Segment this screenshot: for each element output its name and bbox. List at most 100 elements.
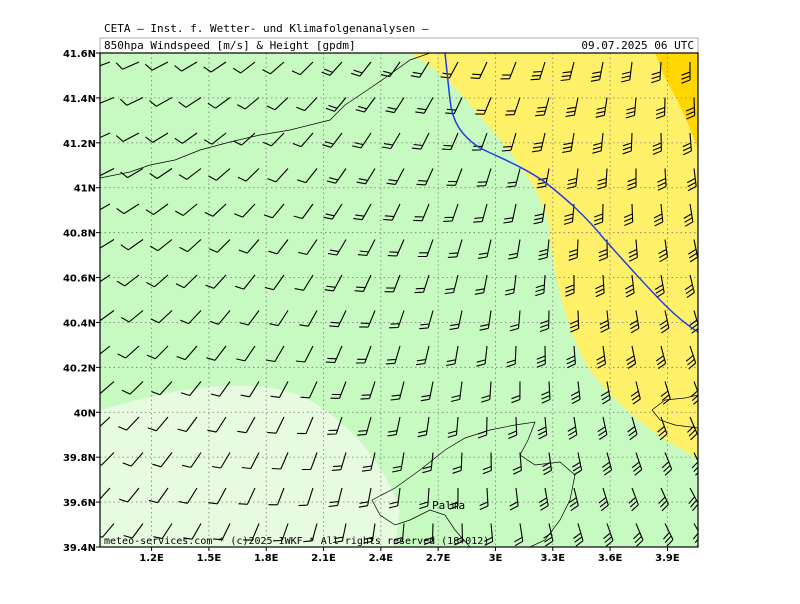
wind-barb	[355, 97, 376, 113]
wind-barb	[443, 203, 459, 222]
y-tick-label: 40.4N	[63, 318, 96, 329]
wind-barb	[598, 239, 608, 262]
wind-barb	[148, 487, 169, 504]
wind-barb	[100, 381, 115, 394]
wind-barb	[597, 416, 608, 440]
wind-barb	[625, 97, 637, 119]
wind-barb	[532, 132, 546, 153]
wind-barb	[145, 132, 169, 143]
wind-barb	[321, 61, 343, 76]
wind-barb	[149, 239, 173, 252]
wind-barb	[203, 61, 227, 73]
wind-barb	[688, 239, 698, 263]
wind-barb	[452, 452, 463, 474]
wind-barb	[359, 310, 376, 328]
place-label: Palma	[432, 499, 465, 512]
wind-barb	[660, 381, 671, 405]
y-tick-label: 39.4N	[63, 543, 96, 554]
wind-barb	[473, 203, 488, 223]
wind-barb	[477, 239, 492, 259]
y-tick-label: 41N	[74, 184, 96, 195]
wind-barb	[393, 523, 405, 545]
wind-barb	[538, 487, 549, 511]
wind-barb	[476, 345, 488, 367]
wind-barb	[387, 239, 405, 257]
wind-barb	[687, 416, 698, 441]
wind-barb	[360, 381, 376, 400]
wind-barb	[662, 523, 674, 547]
wind-barb	[658, 487, 669, 512]
wind-barb	[301, 452, 318, 471]
wind-barb	[116, 203, 140, 215]
wind-barb	[211, 452, 231, 469]
wind-barb	[622, 132, 633, 155]
wind-barb	[481, 381, 492, 403]
wind-barb	[601, 452, 613, 476]
wind-barb	[294, 274, 314, 291]
wind-barb	[597, 168, 608, 190]
wind-barb	[269, 310, 289, 327]
wind-barb	[655, 97, 666, 120]
wind-barb	[566, 345, 576, 369]
wind-barb	[361, 452, 376, 472]
wind-barb	[390, 381, 405, 401]
wind-barb	[119, 487, 140, 503]
region-light	[100, 385, 400, 547]
wind-barb	[620, 61, 633, 83]
wind-barb	[266, 97, 289, 111]
wind-barb	[568, 239, 579, 261]
wind-barb	[627, 416, 638, 441]
wind-barb	[682, 132, 692, 156]
wind-barb	[233, 132, 256, 146]
wind-barb	[500, 61, 517, 80]
wind-barb	[238, 239, 260, 254]
wind-barb	[512, 452, 522, 475]
wind-barb	[203, 132, 227, 145]
wind-barb	[150, 310, 173, 324]
wind-barb	[357, 416, 372, 436]
wind-barb	[627, 168, 637, 191]
wind-barb	[176, 345, 198, 361]
wind-barb	[174, 132, 198, 144]
wind-barb	[387, 416, 401, 437]
wind-barb	[299, 310, 318, 327]
wind-barb	[329, 310, 347, 328]
wind-barb	[354, 274, 372, 292]
wind-barb	[447, 416, 459, 438]
wind-barb	[657, 416, 668, 441]
wind-barb	[654, 274, 665, 298]
wind-barb	[593, 203, 604, 226]
wind-barb	[355, 345, 372, 364]
wind-barb	[422, 452, 434, 474]
wind-barb	[476, 168, 492, 187]
wind-barb	[511, 381, 521, 404]
wind-barb	[685, 345, 697, 370]
wind-barb	[537, 416, 548, 440]
wind-barb	[414, 274, 430, 294]
x-tick-label: 3.6E	[598, 553, 623, 564]
wind-barb	[146, 345, 169, 360]
wind-barb	[484, 523, 494, 546]
wind-barb	[265, 345, 285, 363]
wind-barb	[291, 61, 314, 76]
wind-barb	[565, 97, 579, 118]
wind-barb	[292, 132, 314, 148]
x-tick-label: 2.1E	[311, 553, 336, 564]
wind-barb	[322, 132, 343, 148]
wind-barb	[628, 239, 638, 262]
wind-barb	[268, 239, 289, 255]
wind-barb	[598, 487, 609, 512]
wind-barb	[600, 381, 611, 405]
wind-barb	[327, 239, 347, 256]
wind-barb	[450, 381, 463, 403]
wind-barb	[560, 61, 575, 82]
wind-barb	[273, 523, 289, 542]
wind-barb	[380, 61, 401, 78]
wind-barb	[658, 239, 669, 263]
wind-barb	[567, 416, 578, 440]
wind-barb	[100, 132, 111, 139]
wind-barb	[181, 381, 202, 397]
wind-barb	[383, 203, 401, 221]
wind-barb	[501, 132, 517, 152]
